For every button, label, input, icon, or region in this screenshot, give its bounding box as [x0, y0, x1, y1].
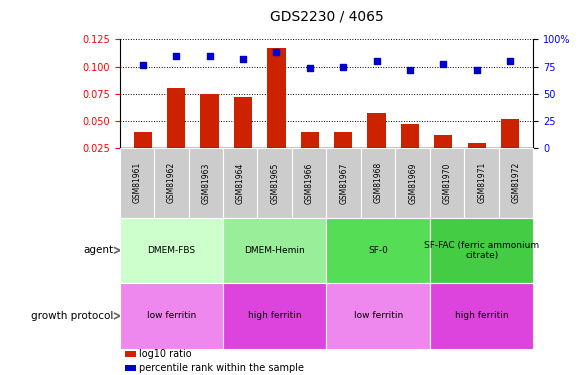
- Bar: [301, 132, 319, 176]
- Text: GSM81962: GSM81962: [167, 162, 175, 204]
- Text: GSM81971: GSM81971: [477, 162, 486, 204]
- Text: GDS2230 / 4065: GDS2230 / 4065: [269, 10, 384, 24]
- Text: DMEM-Hemin: DMEM-Hemin: [244, 246, 305, 255]
- Text: GSM81970: GSM81970: [442, 162, 452, 204]
- Point: [205, 53, 215, 59]
- Point: [372, 58, 381, 64]
- Text: GSM81972: GSM81972: [512, 162, 521, 204]
- Bar: [367, 113, 386, 176]
- Text: GSM81968: GSM81968: [374, 162, 382, 204]
- Text: low ferritin: low ferritin: [354, 311, 403, 320]
- Point: [305, 64, 314, 70]
- Point: [438, 62, 448, 68]
- Bar: [434, 135, 452, 176]
- Text: growth protocol: growth protocol: [31, 311, 114, 321]
- Text: SF-FAC (ferric ammonium
citrate): SF-FAC (ferric ammonium citrate): [424, 241, 539, 260]
- Bar: [401, 124, 419, 176]
- Point: [272, 50, 281, 55]
- Bar: [334, 132, 352, 176]
- Point: [171, 53, 181, 59]
- Bar: [234, 97, 252, 176]
- Point: [505, 58, 515, 64]
- Text: high ferritin: high ferritin: [248, 311, 301, 320]
- Point: [405, 67, 415, 73]
- Text: log10 ratio: log10 ratio: [139, 350, 192, 359]
- Point: [238, 56, 248, 62]
- Bar: [167, 88, 185, 176]
- Text: GSM81967: GSM81967: [339, 162, 348, 204]
- Bar: [468, 143, 486, 176]
- Bar: [501, 119, 519, 176]
- Text: GSM81961: GSM81961: [132, 162, 141, 204]
- Point: [339, 63, 348, 70]
- Text: percentile rank within the sample: percentile rank within the sample: [139, 363, 304, 373]
- Text: GSM81965: GSM81965: [271, 162, 279, 204]
- Bar: [267, 48, 286, 176]
- Text: GSM81966: GSM81966: [305, 162, 314, 204]
- Text: high ferritin: high ferritin: [455, 311, 508, 320]
- Text: GSM81963: GSM81963: [201, 162, 210, 204]
- Point: [138, 63, 147, 69]
- Text: DMEM-FBS: DMEM-FBS: [147, 246, 195, 255]
- Point: [472, 67, 482, 73]
- Text: agent: agent: [83, 245, 114, 255]
- Text: low ferritin: low ferritin: [147, 311, 196, 320]
- Text: GSM81964: GSM81964: [236, 162, 245, 204]
- Bar: [134, 132, 152, 176]
- Text: GSM81969: GSM81969: [408, 162, 417, 204]
- Text: SF-0: SF-0: [368, 246, 388, 255]
- Bar: [201, 94, 219, 176]
